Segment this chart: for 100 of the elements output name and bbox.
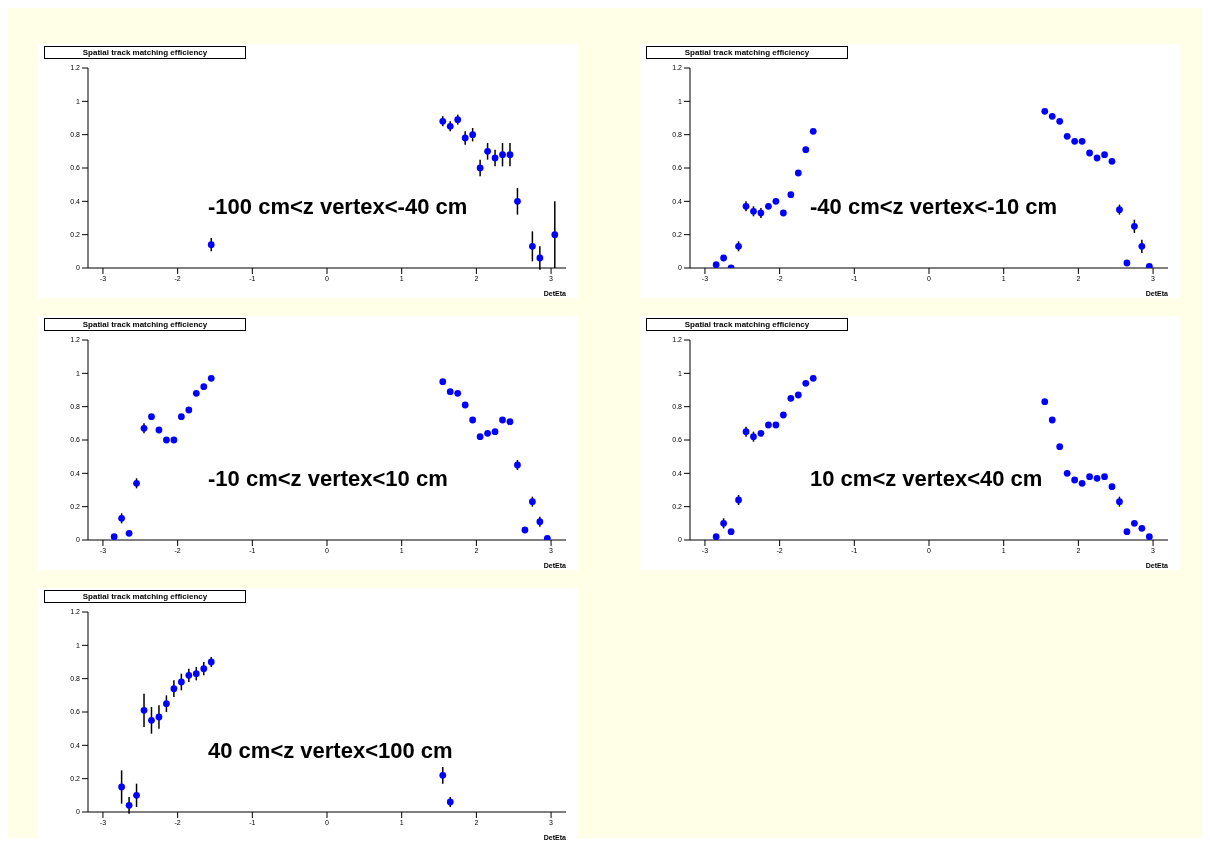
point	[1071, 137, 1079, 145]
point	[207, 241, 215, 249]
point	[779, 411, 787, 419]
point	[148, 413, 155, 421]
point	[506, 151, 514, 159]
point	[779, 209, 787, 217]
point	[185, 406, 193, 414]
point	[1123, 528, 1131, 536]
point	[1145, 262, 1153, 268]
chart-title: Spatial track matching efficiency	[44, 318, 246, 331]
point	[469, 131, 477, 139]
point	[1138, 242, 1146, 250]
annotation: -10 cm<z vertex<10 cm	[208, 466, 448, 492]
point	[772, 197, 780, 205]
point	[469, 416, 477, 424]
point	[1108, 483, 1116, 491]
point	[1101, 473, 1108, 481]
point	[484, 147, 491, 155]
point	[491, 428, 499, 436]
annotation: 40 cm<z vertex<100 cm	[208, 738, 453, 764]
point	[787, 394, 795, 402]
point	[163, 700, 170, 708]
annotation: -100 cm<z vertex<-40 cm	[208, 194, 468, 220]
point	[140, 706, 148, 714]
point	[551, 231, 559, 239]
point	[1078, 137, 1086, 145]
point	[757, 429, 765, 437]
point	[514, 197, 521, 205]
point	[794, 169, 802, 177]
point	[177, 413, 185, 421]
point	[454, 389, 462, 397]
point	[484, 429, 491, 437]
point	[476, 433, 484, 441]
point	[1063, 132, 1071, 140]
point	[177, 678, 185, 686]
point	[802, 379, 810, 387]
point	[1086, 149, 1093, 157]
point	[802, 146, 810, 154]
point	[439, 771, 447, 779]
point	[720, 254, 727, 262]
point	[1093, 154, 1101, 162]
point	[461, 134, 469, 142]
point	[439, 378, 447, 386]
point	[727, 528, 735, 536]
point	[1123, 259, 1131, 267]
point	[1078, 479, 1086, 487]
point	[712, 533, 720, 540]
point	[170, 685, 178, 693]
point	[125, 801, 133, 809]
point	[133, 791, 140, 799]
annotation: 10 cm<z vertex<40 cm	[810, 466, 1043, 492]
point	[207, 374, 215, 382]
chart-title: Spatial track matching efficiency	[646, 318, 848, 331]
point	[200, 383, 208, 391]
point	[1086, 473, 1093, 481]
point	[1048, 416, 1056, 424]
point	[1145, 533, 1153, 540]
point	[794, 391, 802, 399]
point	[1056, 443, 1064, 451]
point	[536, 254, 544, 262]
chart-title: Spatial track matching efficiency	[646, 46, 848, 59]
point	[185, 671, 193, 679]
point	[1056, 117, 1064, 125]
point	[543, 534, 551, 540]
chart-title: Spatial track matching efficiency	[44, 590, 246, 603]
point	[125, 529, 133, 537]
point	[529, 242, 536, 250]
point	[118, 783, 125, 791]
point	[1101, 151, 1108, 159]
point	[1093, 474, 1101, 482]
point	[170, 436, 178, 444]
point	[787, 191, 795, 199]
point	[491, 154, 499, 162]
annotation: -40 cm<z vertex<-10 cm	[810, 194, 1058, 220]
point	[192, 670, 200, 678]
point	[1108, 157, 1116, 165]
point	[499, 151, 506, 159]
point	[765, 421, 772, 429]
point	[765, 202, 772, 210]
point	[1048, 112, 1056, 120]
point	[148, 716, 155, 724]
point	[163, 436, 170, 444]
point	[1071, 476, 1079, 484]
point	[1138, 524, 1146, 532]
point	[110, 533, 118, 540]
point	[521, 526, 529, 534]
point	[1131, 519, 1138, 527]
point	[1063, 469, 1071, 477]
point	[155, 713, 163, 721]
point	[461, 401, 469, 409]
point	[506, 418, 514, 426]
point	[809, 127, 817, 135]
point	[772, 421, 780, 429]
point	[200, 665, 208, 673]
point	[1131, 222, 1138, 230]
point	[192, 389, 200, 397]
point	[1041, 107, 1049, 115]
point	[1041, 398, 1049, 406]
point	[712, 261, 720, 268]
point	[446, 388, 454, 396]
